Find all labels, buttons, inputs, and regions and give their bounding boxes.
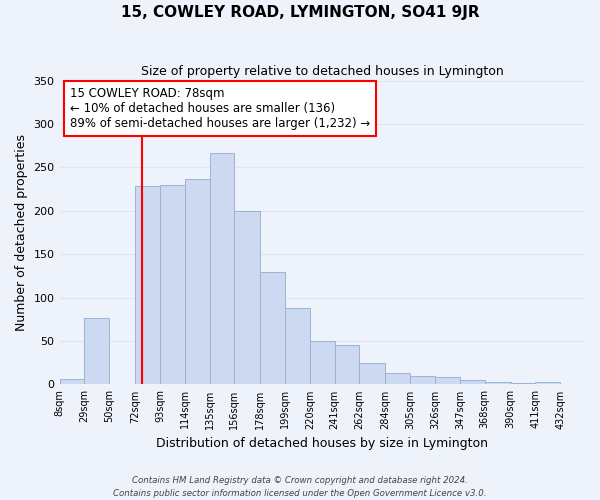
Bar bbox=[135, 186, 160, 384]
Bar bbox=[160, 184, 185, 384]
Bar bbox=[359, 362, 385, 384]
Bar bbox=[310, 341, 335, 384]
Text: 15, COWLEY ROAD, LYMINGTON, SO41 9JR: 15, COWLEY ROAD, LYMINGTON, SO41 9JR bbox=[121, 5, 479, 20]
Y-axis label: Number of detached properties: Number of detached properties bbox=[15, 134, 28, 331]
Bar bbox=[435, 378, 460, 384]
Bar bbox=[485, 382, 511, 384]
Bar bbox=[511, 382, 535, 384]
Text: Contains HM Land Registry data © Crown copyright and database right 2024.
Contai: Contains HM Land Registry data © Crown c… bbox=[113, 476, 487, 498]
Bar bbox=[410, 376, 435, 384]
Bar bbox=[85, 318, 109, 384]
Bar bbox=[59, 379, 85, 384]
Bar bbox=[209, 152, 235, 384]
Bar bbox=[285, 308, 310, 384]
Title: Size of property relative to detached houses in Lymington: Size of property relative to detached ho… bbox=[141, 65, 503, 78]
Bar bbox=[460, 380, 485, 384]
Bar bbox=[335, 346, 359, 385]
Bar bbox=[260, 272, 285, 384]
Text: 15 COWLEY ROAD: 78sqm
← 10% of detached houses are smaller (136)
89% of semi-det: 15 COWLEY ROAD: 78sqm ← 10% of detached … bbox=[70, 86, 370, 130]
Bar bbox=[385, 373, 410, 384]
Bar bbox=[185, 178, 209, 384]
Bar bbox=[535, 382, 560, 384]
X-axis label: Distribution of detached houses by size in Lymington: Distribution of detached houses by size … bbox=[156, 437, 488, 450]
Bar bbox=[235, 211, 260, 384]
